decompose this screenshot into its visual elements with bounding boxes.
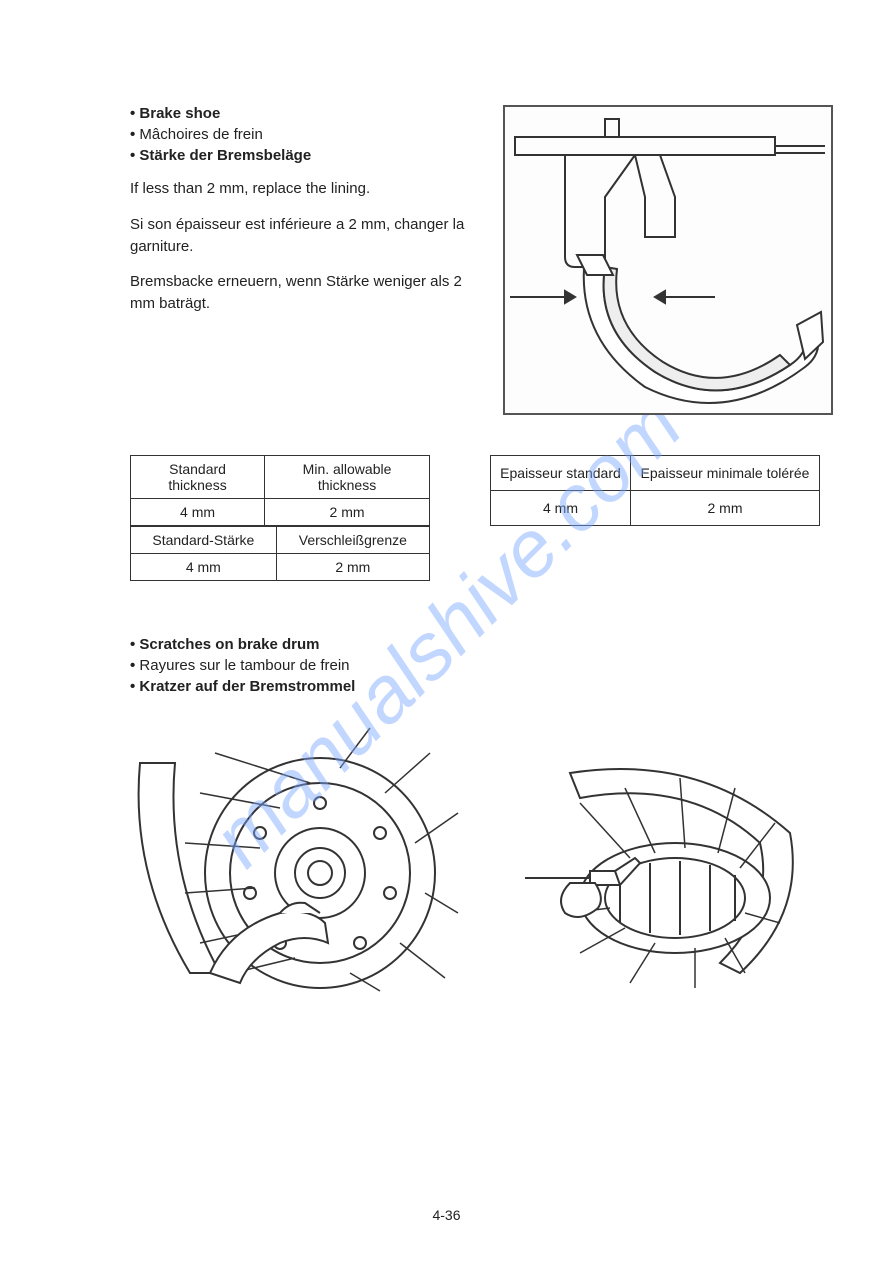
brake-shoe-figure (503, 105, 833, 415)
section-brake-shoe-row: Brake shoe Mâchoires de frein Stärke der… (130, 105, 833, 415)
para-fr: Si son épaisseur est inférieure a 2 mm, … (130, 214, 473, 258)
para-en: If less than 2 mm, replace the lining. (130, 178, 473, 200)
bullet2-fr: Rayures sur le tambour de frein (139, 657, 349, 674)
table-fr: Epaisseur standard Epaisseur minimale to… (490, 455, 820, 526)
caliper-diagram-svg (505, 107, 835, 417)
brake-shoe-paragraphs: If less than 2 mm, replace the lining. S… (130, 178, 473, 315)
section-scratches: Scratches on brake drum Rayures sur le t… (130, 636, 833, 993)
page-number: 4-36 (432, 1207, 460, 1223)
drum-figure-right (520, 763, 800, 993)
table-de-h2: Verschleißgrenze (276, 527, 429, 554)
bullet2-de: Kratzer auf der Bremstrommel (139, 678, 355, 695)
table-en-h2: Min. allowable thickness (265, 456, 430, 499)
table-fr-c2: 2 mm (630, 491, 819, 526)
brake-shoe-bullets: Brake shoe Mâchoires de frein Stärke der… (130, 105, 473, 164)
para-de: Bremsbacke erneuern, wenn Stärke weniger… (130, 271, 473, 315)
table-fr-c1: 4 mm (491, 491, 631, 526)
table-de-c1: 4 mm (131, 554, 277, 581)
drum-figures-row (130, 713, 833, 993)
table-de-c2: 2 mm (276, 554, 429, 581)
caliper-diagram-box (503, 105, 833, 415)
drum-figure-left (130, 713, 460, 993)
bullet-fr: Mâchoires de frein (139, 126, 262, 143)
drum-svg-left (130, 713, 460, 993)
bullet-de: Stärke der Bremsbeläge (139, 147, 311, 164)
table-de: Standard-Stärke Verschleißgrenze 4 mm 2 … (130, 526, 430, 581)
tables-row-1: Standard thickness Min. allowable thickn… (130, 455, 833, 526)
drum-svg-right (520, 763, 800, 993)
table-en-c1: 4 mm (131, 499, 265, 526)
bullet2-en: Scratches on brake drum (139, 636, 319, 653)
bullet-en: Brake shoe (139, 105, 220, 122)
table-en-c2: 2 mm (265, 499, 430, 526)
table-fr-h1: Epaisseur standard (491, 456, 631, 491)
table-en-h1: Standard thickness (131, 456, 265, 499)
scratches-bullets: Scratches on brake drum Rayures sur le t… (130, 636, 833, 695)
table-en: Standard thickness Min. allowable thickn… (130, 455, 430, 526)
section-brake-shoe-text: Brake shoe Mâchoires de frein Stärke der… (130, 105, 473, 415)
table-fr-h2: Epaisseur minimale tolérée (630, 456, 819, 491)
table-de-h1: Standard-Stärke (131, 527, 277, 554)
